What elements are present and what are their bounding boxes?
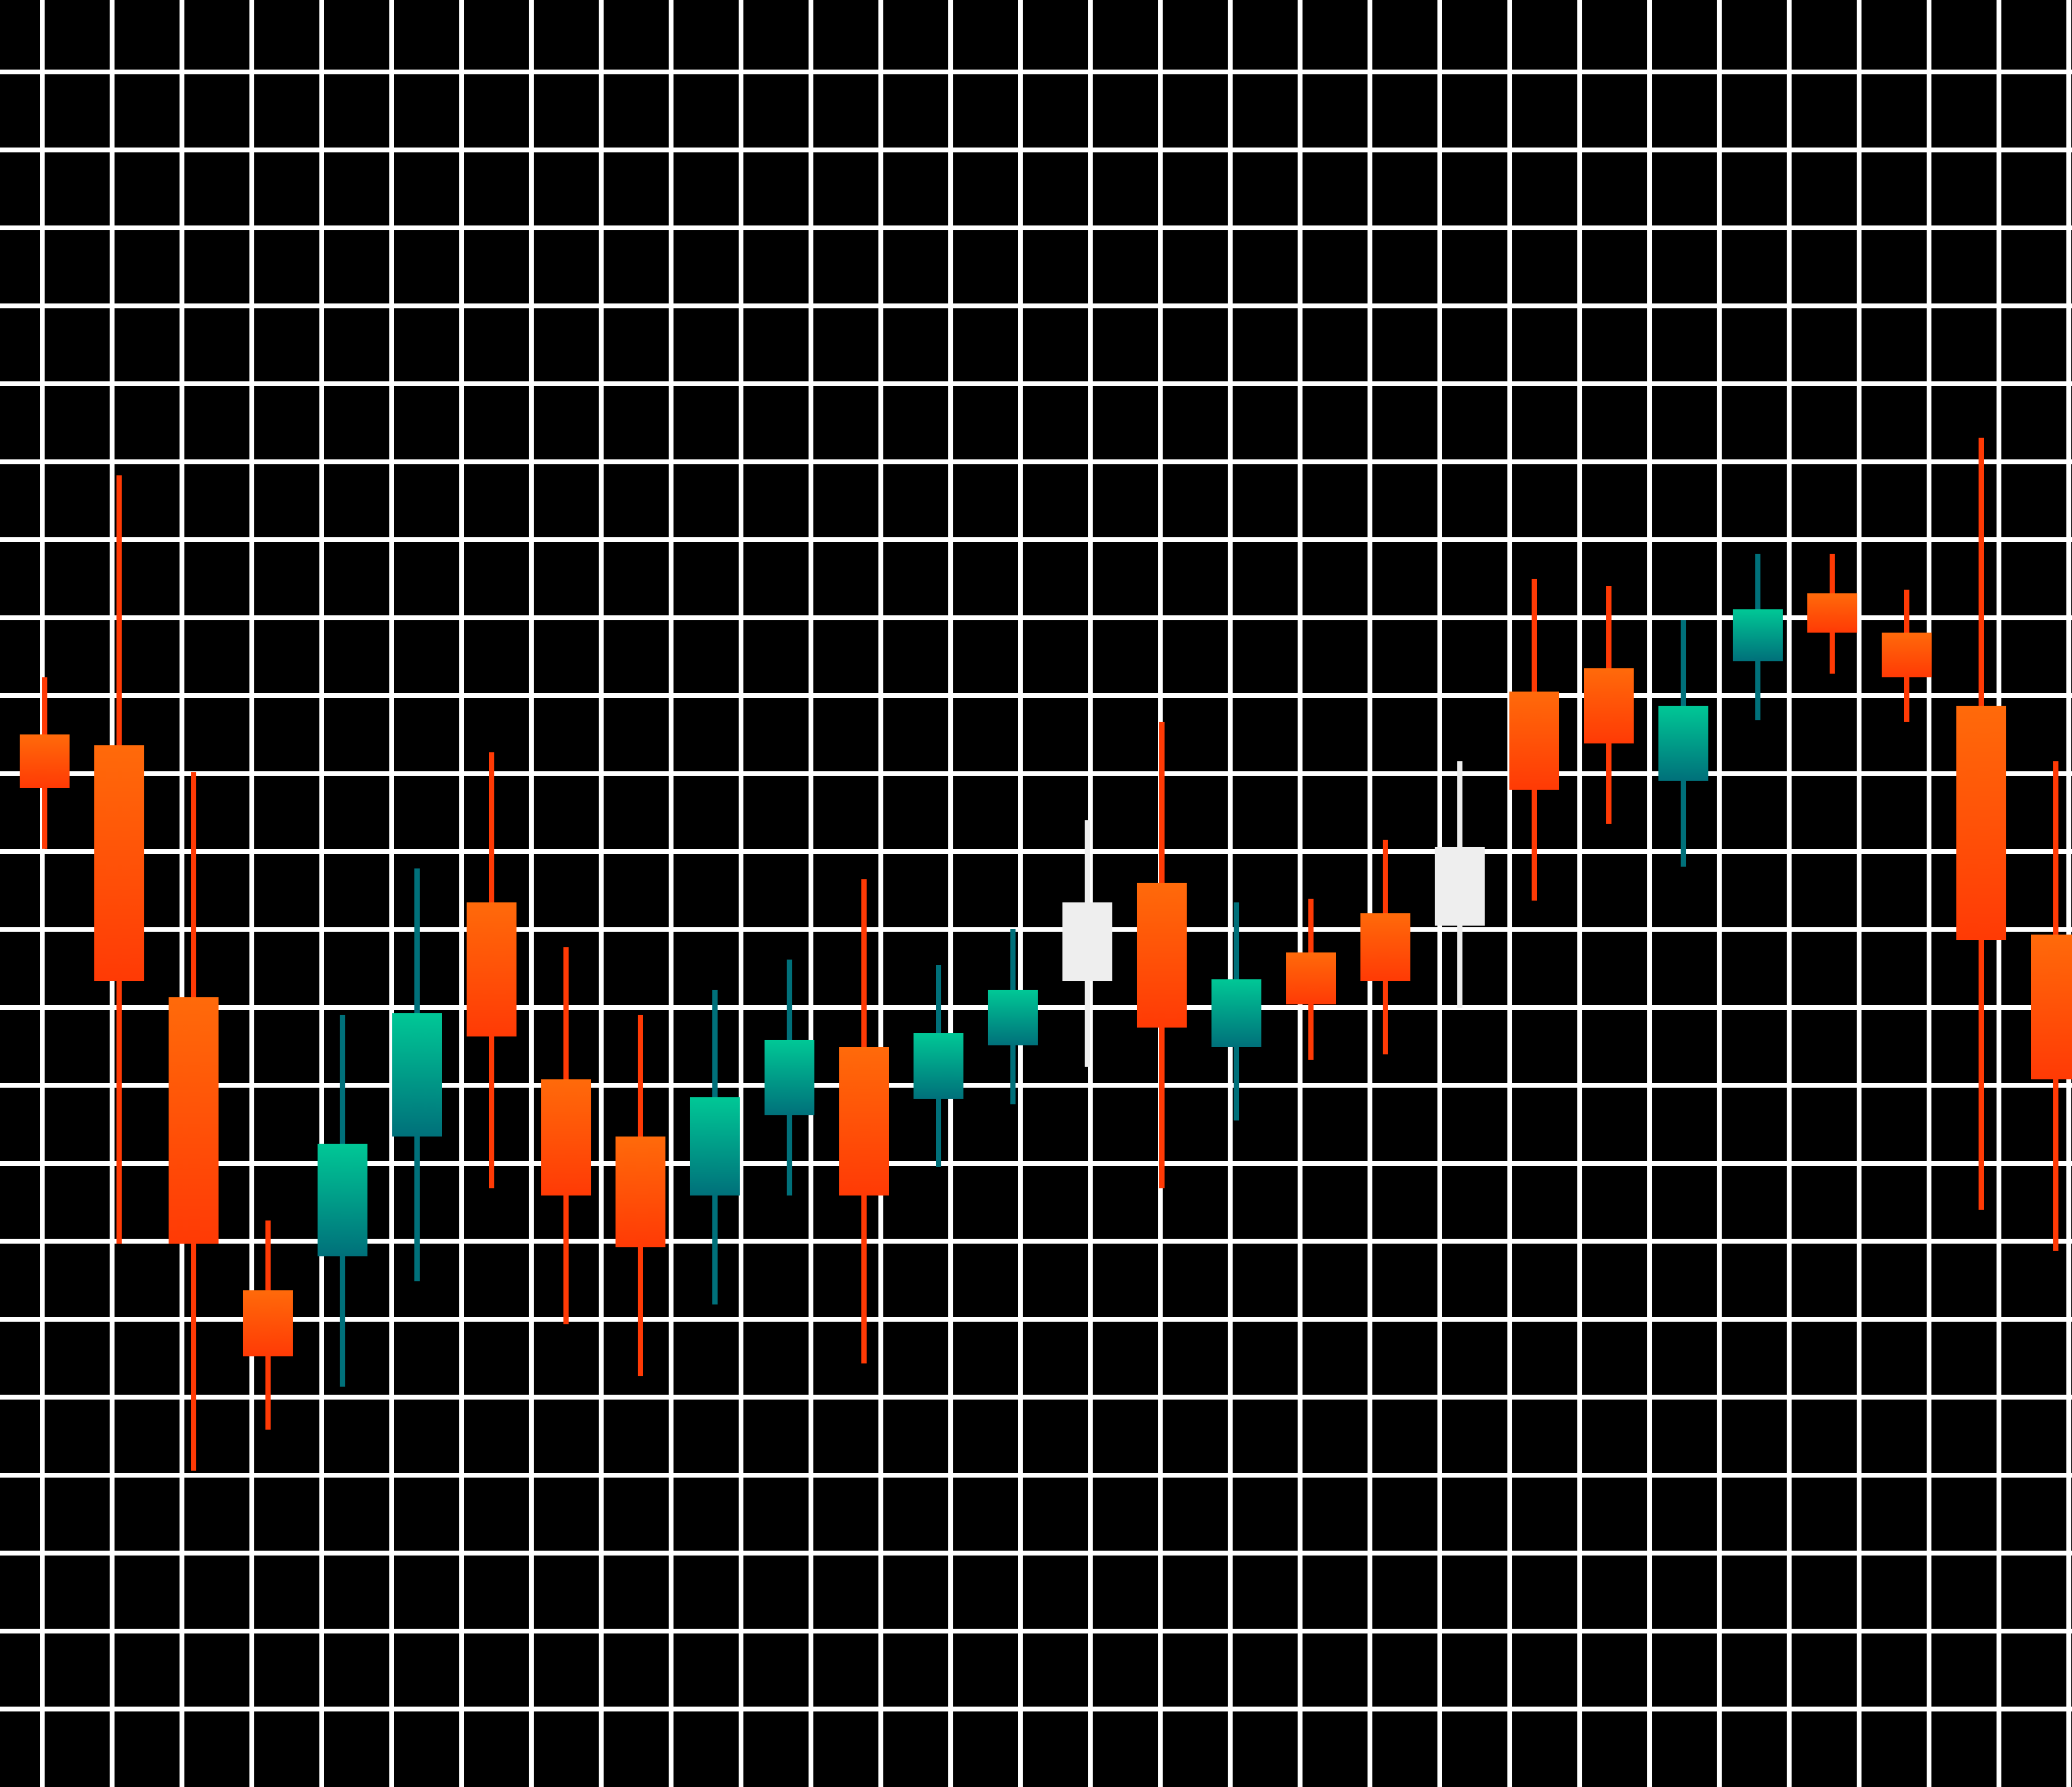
candle-body bbox=[1584, 668, 1634, 744]
candle bbox=[615, 1015, 666, 1376]
candle-body bbox=[2031, 935, 2072, 1079]
candle bbox=[1807, 554, 1858, 674]
candle bbox=[1435, 761, 1485, 1008]
candle-body bbox=[839, 1047, 889, 1196]
candle bbox=[1509, 579, 1559, 901]
candle bbox=[1062, 820, 1113, 1067]
candle-body bbox=[1807, 593, 1858, 633]
candle bbox=[913, 965, 964, 1167]
candle bbox=[1584, 586, 1634, 824]
candle-body bbox=[1658, 706, 1708, 781]
candle-body bbox=[765, 1040, 814, 1115]
candle-body bbox=[615, 1136, 666, 1248]
candle-body bbox=[690, 1097, 740, 1196]
candle-body bbox=[1882, 632, 1932, 677]
candle-body bbox=[1360, 913, 1411, 982]
candle bbox=[94, 475, 144, 1244]
candle bbox=[1882, 590, 1932, 722]
candle-body bbox=[988, 990, 1038, 1046]
candle bbox=[1211, 902, 1261, 1121]
candle-body bbox=[913, 1033, 964, 1099]
candle-body bbox=[1211, 979, 1261, 1047]
candle-body bbox=[1509, 691, 1559, 790]
candle-body bbox=[94, 745, 144, 982]
candle bbox=[1658, 620, 1708, 867]
candle-body bbox=[1286, 952, 1336, 1005]
candle bbox=[765, 959, 814, 1196]
candle-body bbox=[1732, 609, 1783, 662]
candle bbox=[318, 1015, 368, 1387]
candle-body bbox=[318, 1144, 368, 1256]
candle-body bbox=[243, 1290, 293, 1357]
candle-body bbox=[1062, 902, 1113, 982]
candle bbox=[839, 879, 889, 1364]
candle bbox=[392, 868, 442, 1281]
candle-body bbox=[466, 902, 517, 1037]
candle bbox=[541, 947, 591, 1325]
candle bbox=[2031, 761, 2072, 1251]
candle bbox=[243, 1220, 293, 1430]
candle bbox=[20, 677, 70, 849]
candle-body bbox=[1956, 706, 2006, 940]
candle bbox=[690, 990, 740, 1305]
candle-body bbox=[541, 1079, 591, 1196]
candle bbox=[1732, 554, 1783, 721]
candle bbox=[988, 929, 1038, 1105]
candle-body bbox=[168, 997, 219, 1244]
candles bbox=[20, 438, 2072, 1471]
candle bbox=[1137, 722, 1187, 1189]
candle-body bbox=[392, 1013, 442, 1137]
candle bbox=[1360, 840, 1411, 1054]
candle bbox=[1956, 438, 2006, 1210]
candle-body bbox=[1137, 883, 1187, 1028]
candle bbox=[1286, 899, 1336, 1060]
candle-body bbox=[1435, 847, 1485, 926]
candle-body bbox=[20, 734, 70, 788]
candle bbox=[466, 752, 517, 1189]
candle bbox=[168, 772, 219, 1471]
